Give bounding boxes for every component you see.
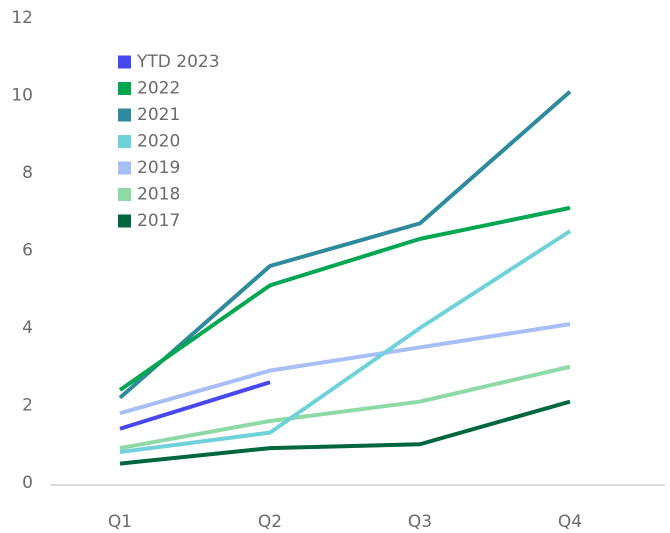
legend-swatch xyxy=(118,188,131,201)
y-tick-label: 10 xyxy=(11,86,33,106)
series-line xyxy=(119,229,572,454)
legend-swatch xyxy=(118,214,131,228)
legend-label: 2017 xyxy=(137,211,180,231)
y-tick-label: 8 xyxy=(22,163,33,183)
legend-label: 2020 xyxy=(137,132,180,152)
legend-swatch xyxy=(118,135,131,148)
legend-label: 2018 xyxy=(137,185,180,205)
legend-label: 2021 xyxy=(137,105,180,125)
series-line xyxy=(119,380,271,431)
series-line xyxy=(119,364,571,451)
legend-swatch xyxy=(118,108,131,122)
legend-label: YTD 2023 xyxy=(136,52,220,72)
x-tick-label: Q2 xyxy=(258,512,282,532)
series-line xyxy=(119,322,571,416)
legend-label: 2019 xyxy=(137,158,180,178)
legend-label: 2022 xyxy=(137,79,180,99)
y-tick-label: 0 xyxy=(22,473,33,493)
x-tick-label: Q4 xyxy=(558,512,582,532)
y-tick-label: 4 xyxy=(22,318,33,338)
x-tick-label: Q3 xyxy=(408,512,432,532)
y-tick-label: 12 xyxy=(11,8,33,28)
legend-swatch xyxy=(118,82,131,95)
legend-swatch xyxy=(118,55,131,69)
y-tick-label: 6 xyxy=(22,241,33,261)
legend-swatch xyxy=(118,161,131,175)
series-line xyxy=(119,399,571,466)
series-line xyxy=(118,90,572,400)
y-tick-label: 2 xyxy=(22,396,33,416)
series-line xyxy=(118,205,571,392)
x-tick-label: Q1 xyxy=(108,512,132,532)
